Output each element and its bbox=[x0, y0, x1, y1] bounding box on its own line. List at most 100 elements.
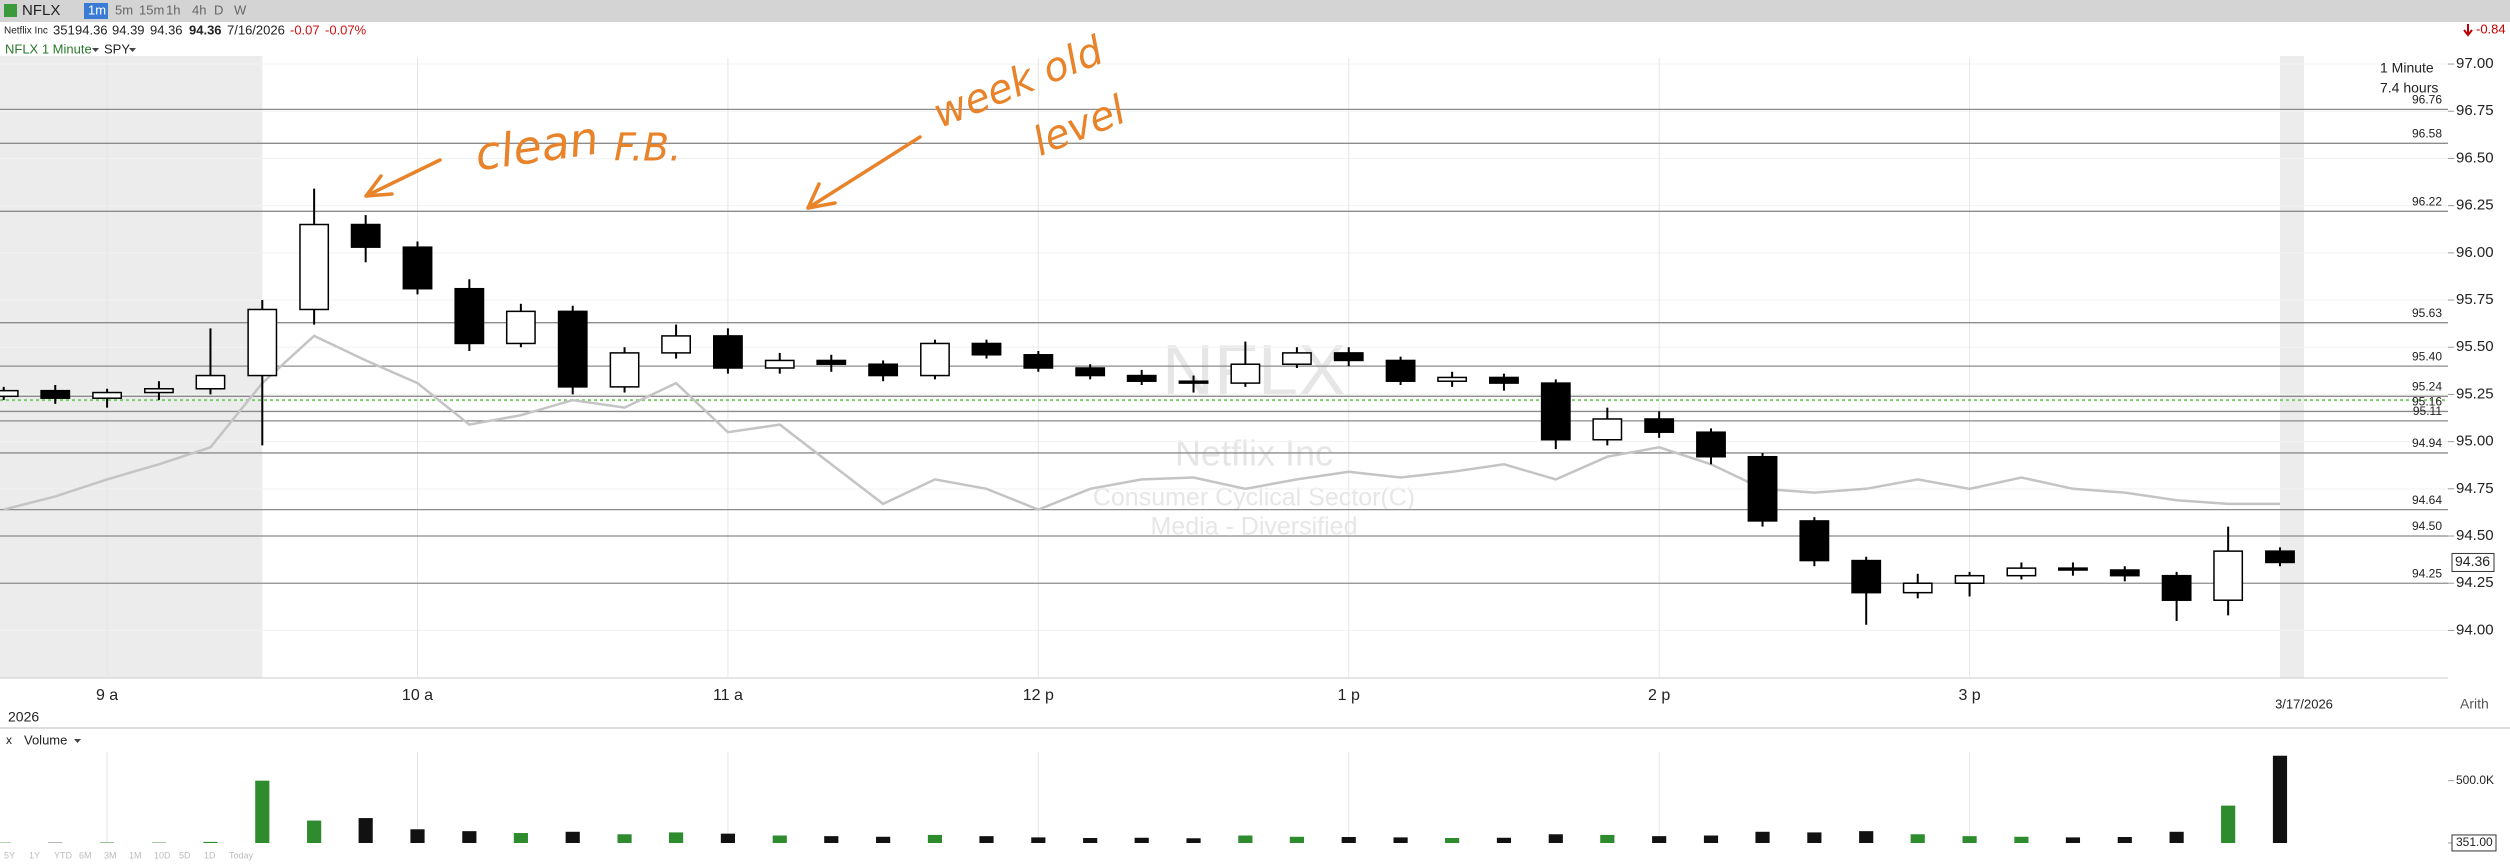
toolbar-bg bbox=[0, 0, 2510, 22]
interval-button[interactable]: D bbox=[214, 2, 223, 17]
annotation-arrow bbox=[364, 158, 442, 198]
interval-button[interactable]: 15m bbox=[139, 2, 164, 17]
scale-mode[interactable]: Arith bbox=[2460, 696, 2489, 712]
volume-bar bbox=[410, 829, 425, 843]
volume-bar bbox=[772, 835, 787, 843]
range-button[interactable]: YTD bbox=[54, 850, 73, 860]
candle-body bbox=[454, 287, 485, 345]
date-label: 3/17/2026 bbox=[2275, 696, 2333, 711]
level-label: 96.76 bbox=[2412, 93, 2442, 107]
y-tick-label: 96.75 bbox=[2456, 102, 2494, 119]
candle-body bbox=[2213, 550, 2244, 601]
quote-change: -0.07 bbox=[290, 22, 320, 37]
volume-bar bbox=[824, 836, 839, 843]
range-button[interactable]: 5Y bbox=[4, 850, 15, 860]
candle-body bbox=[920, 342, 950, 377]
close-pane[interactable]: x bbox=[6, 733, 12, 747]
candle-body bbox=[1075, 367, 1106, 377]
volume-bar bbox=[1859, 831, 1874, 843]
volume-bar bbox=[1445, 838, 1460, 843]
candle-body bbox=[1333, 352, 1364, 362]
volume-bar bbox=[2169, 831, 2184, 843]
interval-button[interactable]: 4h bbox=[192, 2, 206, 17]
volume-box bbox=[2451, 834, 2497, 852]
series-label[interactable]: NFLX 1 Minute bbox=[5, 41, 92, 56]
volume-bar bbox=[1031, 837, 1046, 843]
volume-bar bbox=[2117, 837, 2132, 843]
compare-label[interactable]: SPY bbox=[104, 41, 130, 56]
range-button[interactable]: 1M bbox=[129, 850, 142, 860]
candle-body bbox=[40, 389, 71, 399]
volume-bar bbox=[979, 836, 994, 843]
volume-bar bbox=[1755, 831, 1770, 843]
quote-line: Netflix Inc 351 94.36 94.39 94.36 94.36 … bbox=[4, 22, 367, 37]
candle-body bbox=[1696, 431, 1726, 458]
candle-body bbox=[2109, 569, 2140, 577]
volume-bar bbox=[1703, 835, 1719, 843]
candle-body bbox=[661, 335, 692, 354]
range-button[interactable]: Today bbox=[229, 850, 254, 860]
interval-button[interactable]: W bbox=[234, 2, 247, 17]
annotation-text: level bbox=[1027, 87, 1132, 165]
candle-body bbox=[1799, 520, 1830, 562]
down-arrow-icon bbox=[2463, 24, 2473, 37]
interval-button[interactable]: 1h bbox=[166, 2, 180, 17]
range-button[interactable]: 10D bbox=[154, 850, 171, 860]
range-button[interactable]: 1D bbox=[204, 850, 216, 860]
volume-bar bbox=[668, 832, 684, 843]
y-tick-label: 94.25 bbox=[2456, 574, 2494, 591]
candle-body bbox=[1178, 380, 1209, 384]
company-name: Netflix Inc bbox=[4, 26, 48, 37]
candle-body bbox=[1126, 374, 1157, 382]
quote-change-percent: -0.07% bbox=[325, 22, 367, 37]
range-button[interactable]: 6M bbox=[79, 850, 92, 860]
volume-bar bbox=[1238, 835, 1253, 843]
volume-bar bbox=[358, 818, 373, 843]
range-buttons: 5Y 1Y YTD 6M 3M 1M 10D 5D 1D Today bbox=[4, 850, 254, 860]
postmarket-shade bbox=[2279, 56, 2304, 678]
candle-body bbox=[195, 374, 226, 390]
volume-bar bbox=[1910, 834, 1925, 843]
annotations: clean F.B. week old level bbox=[364, 28, 1132, 210]
candle-body bbox=[1747, 455, 1778, 522]
volume-bar bbox=[720, 833, 736, 843]
y-tick-label: 95.50 bbox=[2456, 338, 2494, 355]
volume-bar bbox=[2221, 805, 2236, 843]
annotation-text: F.B. bbox=[614, 126, 681, 170]
dropdown-icon[interactable] bbox=[129, 48, 136, 52]
x-tick-label: 10 a bbox=[402, 687, 433, 704]
dropdown-icon[interactable] bbox=[92, 48, 99, 52]
candle-body bbox=[557, 310, 588, 388]
candle-body bbox=[2265, 550, 2295, 564]
interval-button[interactable]: 1m bbox=[88, 2, 106, 17]
candle-body bbox=[1230, 363, 1261, 384]
range-button[interactable]: 5D bbox=[179, 850, 191, 860]
premarket-shade bbox=[0, 56, 263, 678]
candle-body bbox=[350, 223, 381, 248]
volume-bar bbox=[203, 841, 218, 843]
y-tick-label: 96.50 bbox=[2456, 149, 2494, 166]
symbol[interactable]: NFLX bbox=[22, 2, 60, 19]
volume-bar bbox=[1341, 837, 1356, 843]
y-tick-label: 95.00 bbox=[2456, 433, 2494, 450]
level-label: 94.94 bbox=[2412, 436, 2442, 450]
dropdown-icon[interactable] bbox=[74, 739, 81, 743]
candle-body bbox=[247, 308, 278, 377]
range-button[interactable]: 1Y bbox=[29, 850, 40, 860]
day-change: -0.84 bbox=[2476, 21, 2506, 36]
range-button[interactable]: 3M bbox=[104, 850, 117, 860]
x-tick-label: 9 a bbox=[96, 687, 118, 704]
volume-tick-label: 500.0K bbox=[2456, 773, 2494, 787]
level-label: 95.16 bbox=[2412, 395, 2442, 409]
volume-bar bbox=[2272, 755, 2288, 843]
y-tick-label: 97.00 bbox=[2456, 55, 2494, 72]
interval-button[interactable]: 5m bbox=[115, 2, 133, 17]
volume-bar bbox=[1186, 838, 1201, 843]
y-tick-label: 95.75 bbox=[2456, 291, 2494, 308]
volume-bar bbox=[255, 780, 270, 843]
volume-label: Volume bbox=[24, 732, 67, 747]
annotation-text: clean bbox=[472, 111, 602, 182]
candle-body bbox=[505, 310, 536, 345]
candle-body bbox=[144, 388, 174, 394]
candle-body bbox=[0, 389, 19, 398]
